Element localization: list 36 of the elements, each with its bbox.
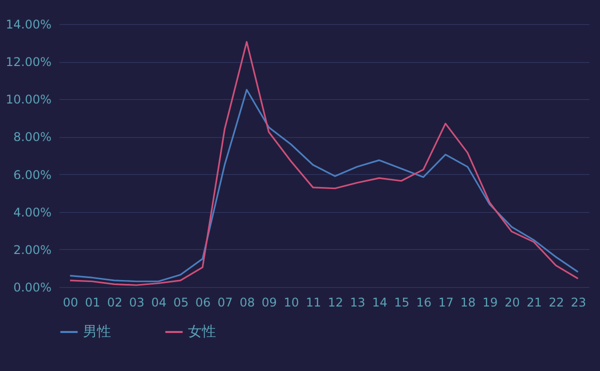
x-tick-label: 05 bbox=[173, 296, 189, 310]
x-tick-label: 20 bbox=[504, 296, 520, 310]
x-tick-label: 03 bbox=[129, 296, 144, 310]
y-tick-label: 14.00% bbox=[6, 18, 52, 32]
x-tick-label: 02 bbox=[107, 296, 122, 310]
x-tick-label: 17 bbox=[438, 296, 454, 310]
legend-label: 女性 bbox=[188, 324, 216, 340]
x-tick-label: 11 bbox=[306, 296, 322, 310]
x-tick-label: 22 bbox=[548, 296, 564, 310]
x-tick-label: 13 bbox=[350, 296, 366, 310]
x-tick-label: 09 bbox=[262, 296, 277, 310]
y-tick-label: 4.00% bbox=[13, 205, 52, 220]
x-tick-label: 01 bbox=[84, 296, 100, 310]
legend-label: 男性 bbox=[83, 324, 111, 340]
x-tick-label: 18 bbox=[460, 296, 476, 310]
x-tick-label: 06 bbox=[195, 296, 211, 310]
x-tick-label: 21 bbox=[526, 296, 542, 310]
x-tick-label: 04 bbox=[151, 296, 167, 310]
y-tick-label: 2.00% bbox=[13, 242, 52, 257]
y-tick-label: 10.00% bbox=[6, 92, 52, 107]
x-tick-label: 12 bbox=[328, 296, 344, 310]
x-tick-label: 15 bbox=[394, 296, 410, 310]
line-series bbox=[69, 41, 579, 286]
line-series bbox=[69, 88, 579, 282]
y-tick-label: 6.00% bbox=[13, 168, 52, 182]
x-tick-label: 23 bbox=[570, 296, 586, 310]
x-tick-label: 10 bbox=[284, 296, 300, 310]
x-tick-label: 00 bbox=[62, 296, 78, 310]
y-tick-label: 0.00% bbox=[13, 280, 52, 294]
x-tick-label: 14 bbox=[372, 296, 388, 310]
x-tick-label: 07 bbox=[217, 296, 233, 310]
y-tick-label: 8.00% bbox=[13, 130, 52, 144]
x-tick-label: 08 bbox=[240, 296, 255, 310]
x-tick-label: 19 bbox=[482, 296, 498, 310]
x-tick-label: 16 bbox=[416, 296, 432, 310]
y-tick-label: 12.00% bbox=[6, 55, 52, 70]
